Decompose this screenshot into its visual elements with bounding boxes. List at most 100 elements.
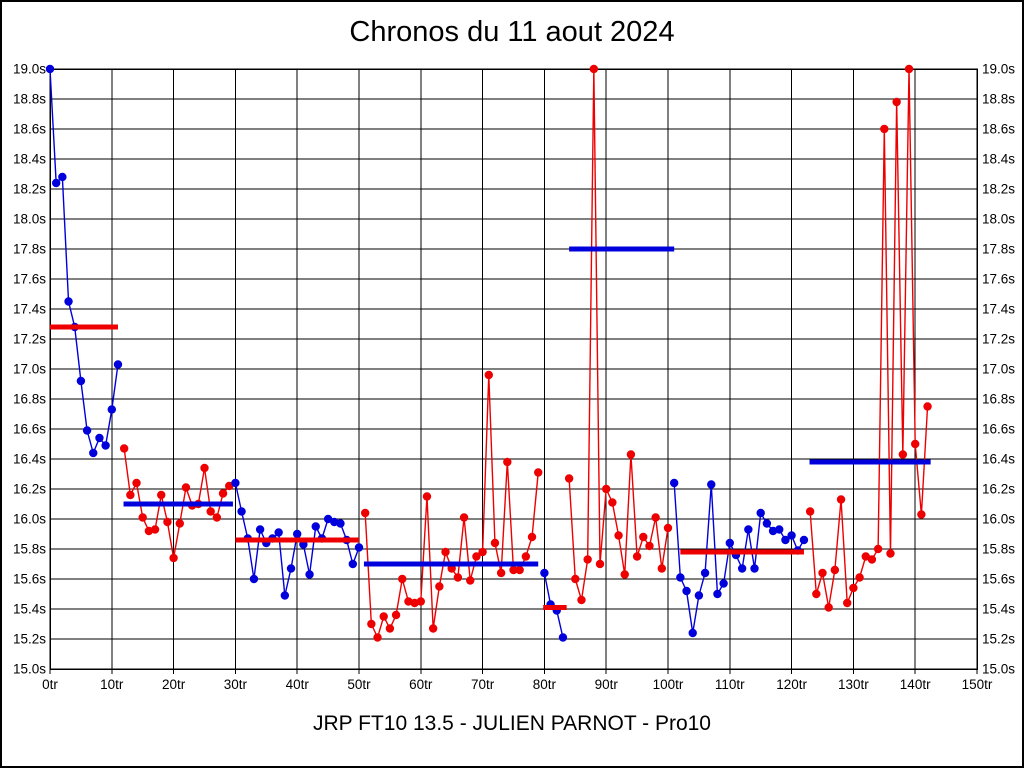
y-axis-label-left: 16.6s xyxy=(13,422,46,437)
y-axis-label-left: 18.8s xyxy=(13,92,46,107)
lap-time-point-red xyxy=(620,570,629,579)
lap-time-point-red xyxy=(527,532,537,542)
lap-time-point-red xyxy=(886,549,895,558)
y-axis-label-right: 17.0s xyxy=(982,362,1015,377)
x-axis-label: 60tr xyxy=(409,677,433,692)
lap-time-point-red xyxy=(595,559,605,569)
lap-time-point-blue xyxy=(688,628,697,638)
lap-time-point-red xyxy=(626,450,636,459)
y-axis-label-left: 18.6s xyxy=(13,122,46,137)
lap-time-point-red xyxy=(132,478,141,488)
chart-subtitle: JRP FT10 13.5 - JULIEN PARNOT - Pro10 xyxy=(313,712,711,735)
x-axis-label: 70tr xyxy=(471,677,495,692)
lap-time-point-blue xyxy=(781,535,790,545)
lap-time-point-red xyxy=(534,468,543,477)
lap-time-point-red xyxy=(503,457,512,467)
lap-time-point-red xyxy=(484,370,493,380)
x-axis-label: 20tr xyxy=(162,677,186,692)
y-axis-label-left: 15.8s xyxy=(13,542,46,557)
lap-time-point-red xyxy=(849,583,858,593)
lap-time-point-blue xyxy=(293,529,302,539)
y-axis-label-left: 15.2s xyxy=(13,632,46,647)
lap-time-point-blue xyxy=(725,538,734,548)
y-axis-label-left: 17.4s xyxy=(13,302,46,317)
lap-time-point-red xyxy=(416,597,425,606)
lap-time-point-red xyxy=(830,565,840,575)
y-axis-label-right: 15.6s xyxy=(982,572,1015,587)
y-axis-label-left: 15.6s xyxy=(13,572,46,587)
lap-time-point-red xyxy=(459,513,469,522)
x-axis-label: 150tr xyxy=(962,677,993,692)
lap-time-point-red xyxy=(175,519,184,528)
lap-time-point-red xyxy=(379,612,388,621)
y-axis-label-right: 17.8s xyxy=(982,242,1015,257)
y-axis-label-right: 18.0s xyxy=(982,212,1015,227)
lap-time-point-red xyxy=(360,508,370,518)
lap-time-point-red xyxy=(836,495,846,504)
lap-time-point-blue xyxy=(787,531,796,540)
lap-time-point-red xyxy=(398,574,407,584)
lap-time-point-red xyxy=(163,517,172,527)
lap-time-line-red xyxy=(364,374,539,640)
lap-time-point-red xyxy=(119,444,129,453)
lap-time-line-red xyxy=(809,68,929,608)
lap-time-point-blue xyxy=(64,297,73,306)
y-axis-label-right: 16.2s xyxy=(982,482,1015,497)
lap-time-point-blue xyxy=(719,579,728,588)
y-axis-label-right: 16.8s xyxy=(982,392,1015,407)
x-axis-label: 0tr xyxy=(42,677,58,692)
lap-time-point-red xyxy=(873,544,883,554)
lap-time-point-red xyxy=(898,450,908,459)
y-axis-label-left: 18.0s xyxy=(13,212,46,227)
y-axis-label-right: 18.6s xyxy=(982,122,1015,137)
lap-time-point-red xyxy=(564,474,574,483)
lap-time-point-blue xyxy=(540,568,549,578)
lap-time-point-blue xyxy=(750,564,759,573)
lap-time-point-blue xyxy=(700,568,710,578)
lap-time-point-blue xyxy=(737,564,747,573)
lap-time-point-red xyxy=(805,507,815,516)
lap-time-point-red xyxy=(651,513,660,522)
lap-time-point-red xyxy=(181,483,191,492)
lap-time-point-red xyxy=(911,439,920,449)
y-axis-label-left: 16.0s xyxy=(13,512,46,527)
lap-time-point-red xyxy=(391,610,401,620)
lap-time-point-blue xyxy=(713,589,722,599)
lap-time-point-red xyxy=(521,552,531,561)
y-axis-label-right: 16.4s xyxy=(982,452,1015,467)
x-axis-label: 10tr xyxy=(100,677,124,692)
y-axis-label-right: 16.6s xyxy=(982,422,1015,437)
lap-time-point-red xyxy=(453,573,463,582)
lap-time-point-red xyxy=(150,525,160,534)
lap-time-point-red xyxy=(478,547,487,557)
lap-time-point-blue xyxy=(231,478,240,488)
lap-time-point-red xyxy=(490,538,500,548)
y-axis-label-left: 19.0s xyxy=(13,62,46,77)
chart-title: Chronos du 11 aout 2024 xyxy=(349,16,675,48)
y-axis-label-left: 17.0s xyxy=(13,362,46,377)
lap-time-point-red xyxy=(441,547,450,557)
y-axis-label-right: 18.4s xyxy=(982,152,1015,167)
lap-time-point-blue xyxy=(305,570,314,579)
lap-time-point-blue xyxy=(51,178,61,188)
lap-time-point-red xyxy=(466,576,475,585)
lap-time-line-blue xyxy=(49,68,119,456)
lap-time-line-blue xyxy=(673,482,805,634)
y-axis-label-right: 15.8s xyxy=(982,542,1015,557)
x-axis-label: 90tr xyxy=(595,677,619,692)
x-axis-label: 80tr xyxy=(533,677,557,692)
lap-time-point-red xyxy=(472,552,481,561)
lap-time-point-blue xyxy=(775,525,784,534)
plot-border xyxy=(49,68,978,670)
lap-time-point-red xyxy=(385,624,395,633)
lap-time-point-blue xyxy=(744,525,753,534)
y-axis-label-right: 15.2s xyxy=(982,632,1015,647)
x-axis-label: 130tr xyxy=(838,677,869,692)
lap-time-point-red xyxy=(608,498,617,507)
lap-time-point-red xyxy=(867,555,877,564)
y-axis-label-left: 15.0s xyxy=(13,662,46,677)
lap-time-point-blue xyxy=(694,591,704,600)
lap-time-point-blue xyxy=(45,64,55,74)
lap-time-point-blue xyxy=(336,519,345,528)
